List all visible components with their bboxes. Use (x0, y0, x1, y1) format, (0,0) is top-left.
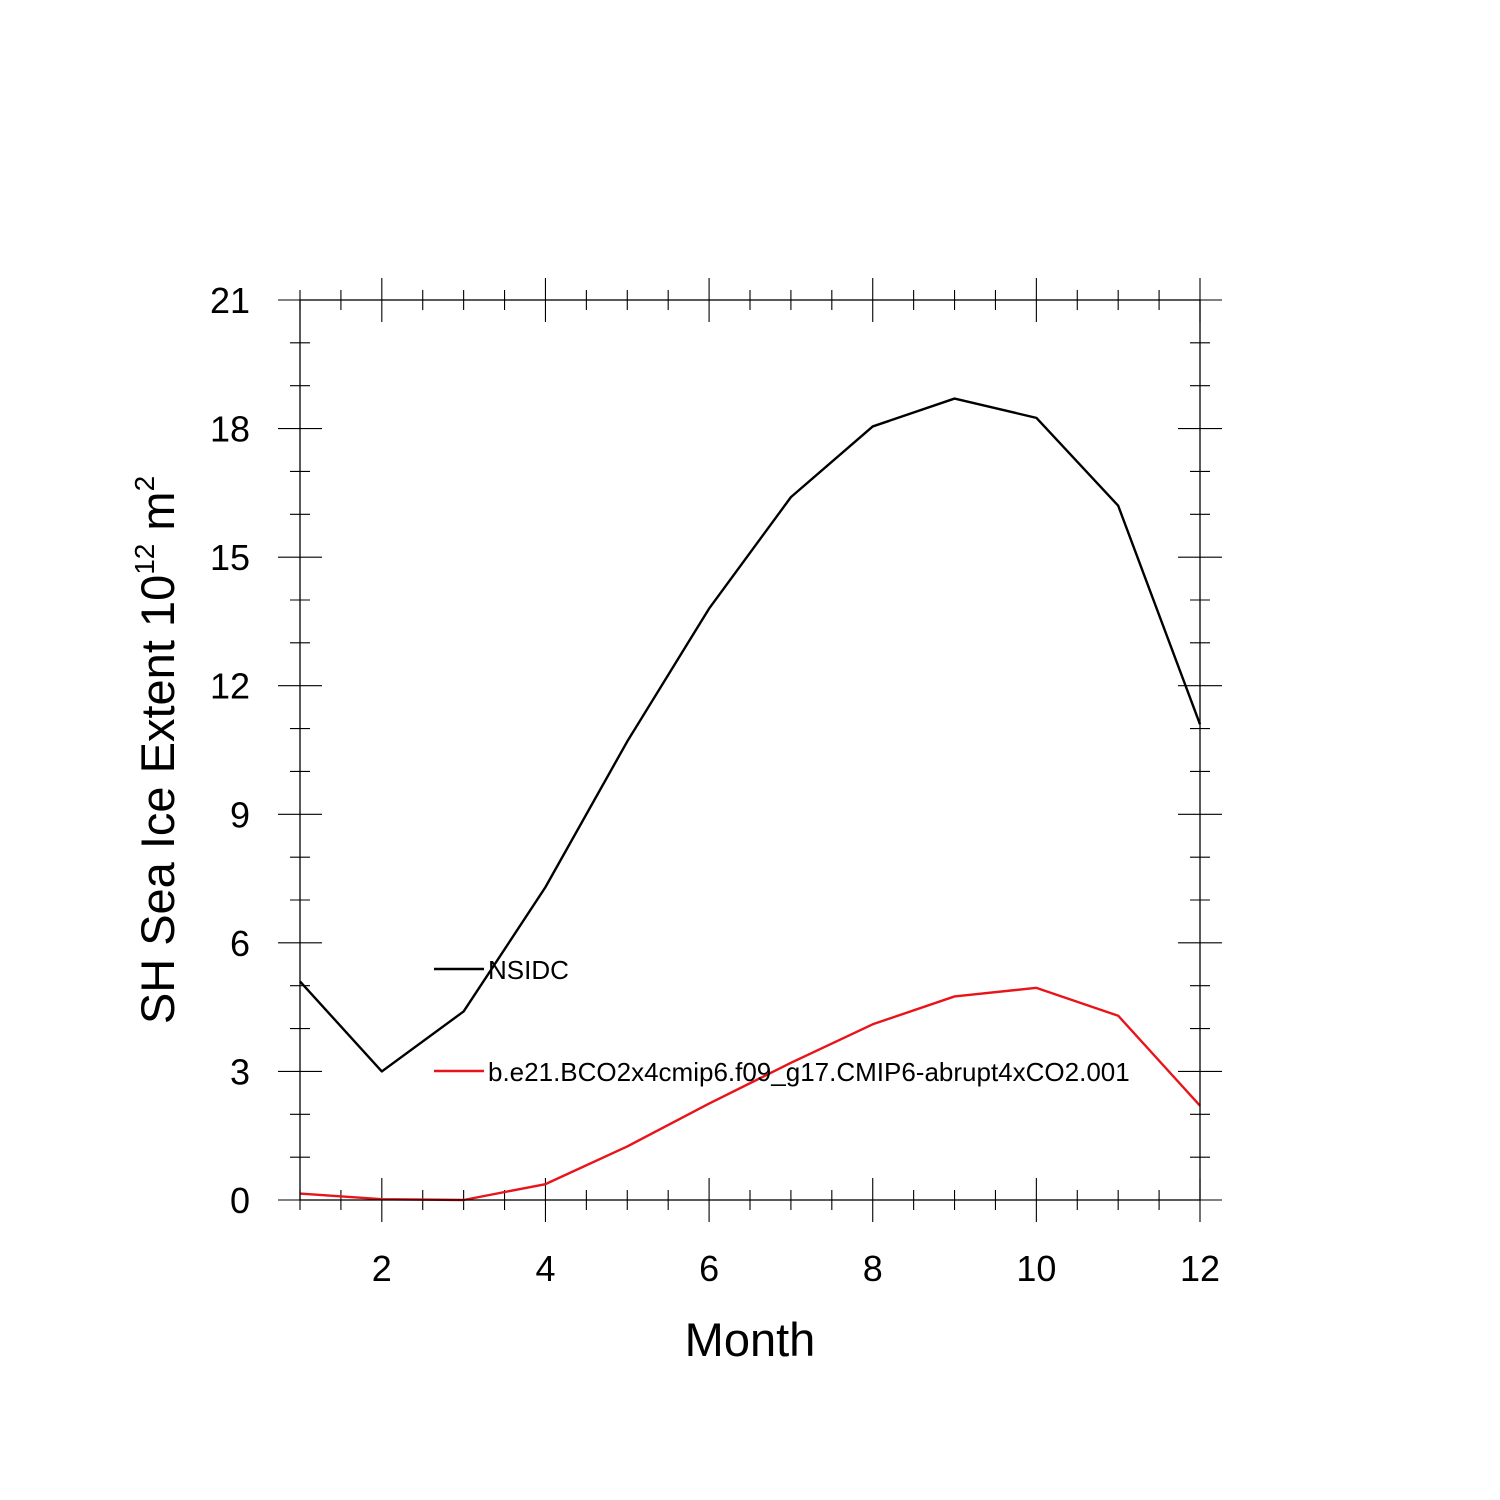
legend-label-nsidc: NSIDC (488, 955, 569, 985)
y-axis-title-exponent: 12 (129, 544, 160, 575)
legend-label-model: b.e21.BCO2x4cmip6.f09_g17.CMIP6-abrupt4x… (488, 1057, 1130, 1087)
y-axis-title-unit-exponent: 2 (129, 476, 160, 492)
y-tick-label: 6 (230, 923, 250, 964)
tick-labels: 2 4 6 8 10 12 0 3 6 9 12 15 18 21 (210, 280, 1220, 1289)
x-tick-label: 8 (863, 1248, 883, 1289)
x-tick-label: 12 (1180, 1248, 1220, 1289)
y-tick-label: 12 (210, 666, 250, 707)
y-tick-label: 0 (230, 1180, 250, 1221)
y-axis-title-unit (131, 531, 184, 544)
series-line-model (299, 986, 1201, 1202)
y-tick-label: 15 (210, 537, 250, 578)
y-tick-label: 21 (210, 280, 250, 321)
y-axis-title-text: SH Sea Ice Extent 10 (131, 575, 184, 1024)
y-axis-title: SH Sea Ice Extent 1012 m2 (129, 476, 184, 1024)
x-tick-label: 10 (1016, 1248, 1056, 1289)
x-tick-label: 4 (535, 1248, 555, 1289)
x-tick-label: 2 (372, 1248, 392, 1289)
series-line-nsidc (299, 397, 1202, 1073)
y-axis-title-unit-letter: m (131, 491, 184, 530)
y-tick-label: 3 (230, 1051, 250, 1092)
plot-frame (299, 299, 1201, 1201)
y-tick-label: 9 (230, 794, 250, 835)
legend: NSIDC b.e21.BCO2x4cmip6.f09_g17.CMIP6-abr… (434, 955, 1130, 1087)
x-axis-title: Month (685, 1313, 816, 1366)
x-tick-label: 6 (699, 1248, 719, 1289)
y-tick-label: 18 (210, 409, 250, 450)
